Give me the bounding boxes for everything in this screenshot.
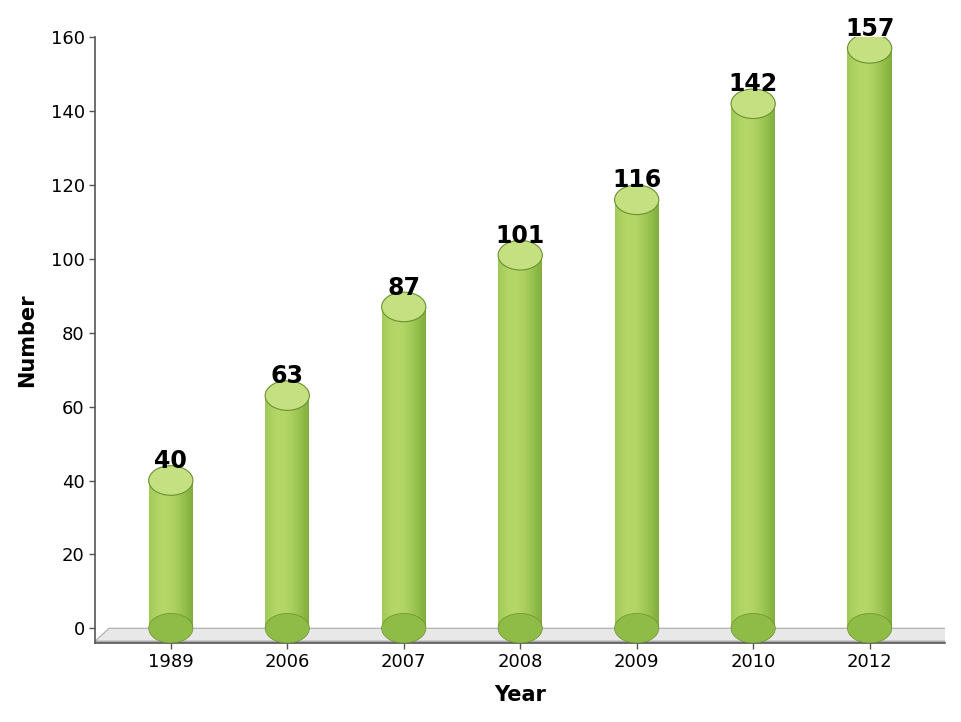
X-axis label: Year: Year bbox=[494, 685, 546, 705]
Polygon shape bbox=[95, 641, 945, 643]
Ellipse shape bbox=[265, 380, 309, 410]
Ellipse shape bbox=[614, 614, 658, 643]
Ellipse shape bbox=[614, 185, 658, 214]
Text: 101: 101 bbox=[495, 224, 544, 248]
Ellipse shape bbox=[730, 614, 775, 643]
Ellipse shape bbox=[847, 614, 891, 643]
Text: 157: 157 bbox=[844, 17, 894, 41]
Ellipse shape bbox=[498, 614, 542, 643]
Ellipse shape bbox=[382, 292, 426, 322]
Ellipse shape bbox=[265, 614, 309, 643]
Ellipse shape bbox=[847, 34, 891, 63]
Ellipse shape bbox=[498, 240, 542, 270]
Ellipse shape bbox=[730, 89, 775, 118]
Polygon shape bbox=[95, 628, 958, 641]
Text: 63: 63 bbox=[270, 364, 304, 388]
Ellipse shape bbox=[149, 614, 193, 643]
Text: 142: 142 bbox=[727, 72, 776, 96]
Text: 40: 40 bbox=[154, 449, 187, 473]
Ellipse shape bbox=[382, 614, 426, 643]
Y-axis label: Number: Number bbox=[16, 293, 37, 387]
Ellipse shape bbox=[149, 466, 193, 495]
Text: 116: 116 bbox=[611, 168, 660, 192]
Text: 87: 87 bbox=[387, 276, 420, 300]
